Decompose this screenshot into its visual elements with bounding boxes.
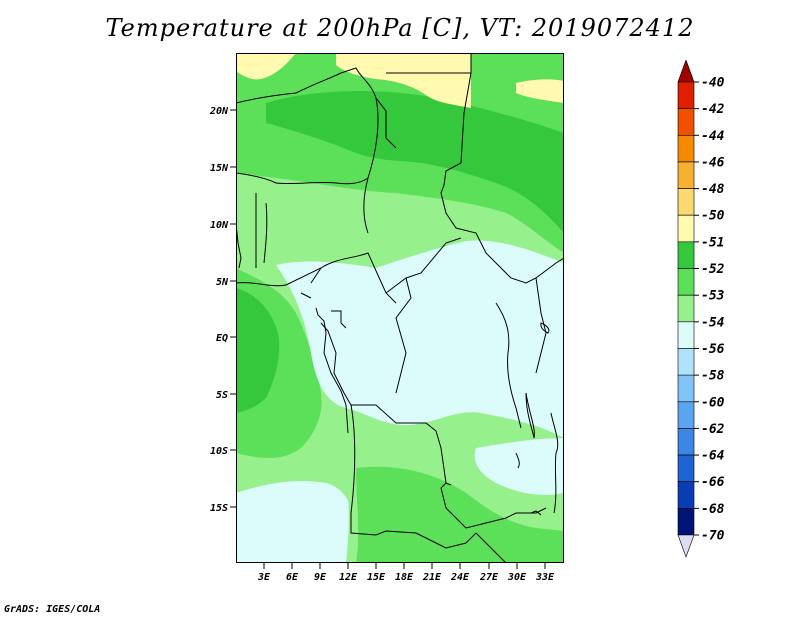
colorbar-label: -51 (701, 235, 724, 250)
country-borders (236, 53, 564, 563)
colorbar-segment (677, 188, 695, 216)
temperature-map (236, 53, 564, 563)
lon-label: 6E (286, 572, 299, 583)
lon-label: 9E (314, 572, 327, 583)
colorbar-segment (677, 348, 695, 376)
colorbar-label: -54 (701, 315, 725, 330)
lat-label: 10N (210, 220, 229, 231)
colorbar-segment (677, 321, 695, 349)
lon-label: 15E (367, 572, 386, 583)
colorbar-label: -62 (701, 422, 725, 437)
lon-label: 24E (450, 572, 470, 583)
colorbar-label: -52 (701, 262, 725, 277)
lat-label: 5N (216, 277, 229, 288)
lon-label: 27E (479, 572, 499, 583)
colorbar-segment (677, 374, 695, 403)
colorbar-segment (677, 81, 695, 109)
colorbar-segment (677, 108, 695, 136)
colorbar-segment (677, 481, 695, 509)
field-band-51-north (266, 91, 564, 234)
field-patch-50-top (236, 53, 296, 80)
footer-credit: GrADS: IGES/COLA (4, 604, 101, 615)
field-band-52-south (356, 466, 564, 563)
colorbar-label: -64 (701, 449, 725, 464)
lat-label: 15S (210, 503, 228, 514)
lon-label: 3E (257, 572, 271, 583)
lat-label: EQ (216, 333, 228, 344)
lon-label: 12E (339, 572, 358, 583)
colorbar-segment (677, 60, 695, 83)
colorbar-segment (677, 241, 695, 269)
colorbar-segment (677, 134, 695, 163)
lon-ticks (263, 563, 546, 569)
colorbar-segment (677, 268, 695, 296)
colorbar-segment (677, 401, 695, 429)
field-band-51-west (236, 288, 280, 413)
colorbar-segment (677, 454, 695, 483)
lat-label: 10S (210, 446, 228, 457)
lat-label: 5S (216, 390, 228, 401)
map-frame (236, 53, 564, 563)
colorbar-segment (677, 534, 695, 558)
colorbar-label: -68 (701, 502, 725, 517)
lakes (515, 322, 550, 516)
colorbar-segment (677, 294, 695, 323)
colorbar-label: -40 (701, 76, 725, 91)
colorbar-label: -56 (701, 342, 725, 357)
field-band-54-east (474, 438, 564, 495)
field-band-54-center (276, 240, 564, 438)
colorbar-label: -70 (701, 529, 725, 544)
colorbar-label: -66 (701, 475, 725, 490)
colorbar-segment (677, 508, 695, 536)
colorbar-segment (677, 161, 695, 189)
colorbar-label: -50 (701, 209, 725, 224)
colorbar-label: -58 (701, 369, 725, 384)
field-patch-50-top-center (336, 53, 471, 108)
field-band-54-south (236, 481, 353, 563)
colorbar-label: -48 (701, 182, 725, 197)
field-patch-50-top-right (516, 79, 564, 103)
colorbar: -40 -42 -44 -46 -48 -50 -51 -52 -53 -54 -56 -58 -60 -… (677, 60, 725, 558)
colorbar-label: -53 (701, 289, 725, 304)
lon-label: 21E (422, 572, 442, 583)
lon-label: 30E (507, 572, 527, 583)
colorbar-label: -44 (701, 129, 725, 144)
lon-label: 33E (535, 572, 555, 583)
lat-label: 20N (209, 106, 229, 117)
colorbar-segment (677, 214, 695, 243)
colorbar-label: -42 (701, 102, 725, 117)
colorbar-segment (677, 428, 695, 456)
colorbar-label: -60 (701, 395, 725, 410)
lat-label: 15N (210, 163, 229, 174)
lon-label: 18E (395, 572, 414, 583)
map-title: Temperature at 200hPa [C], VT: 201907241… (105, 14, 695, 42)
colorbar-label: -46 (701, 155, 725, 170)
